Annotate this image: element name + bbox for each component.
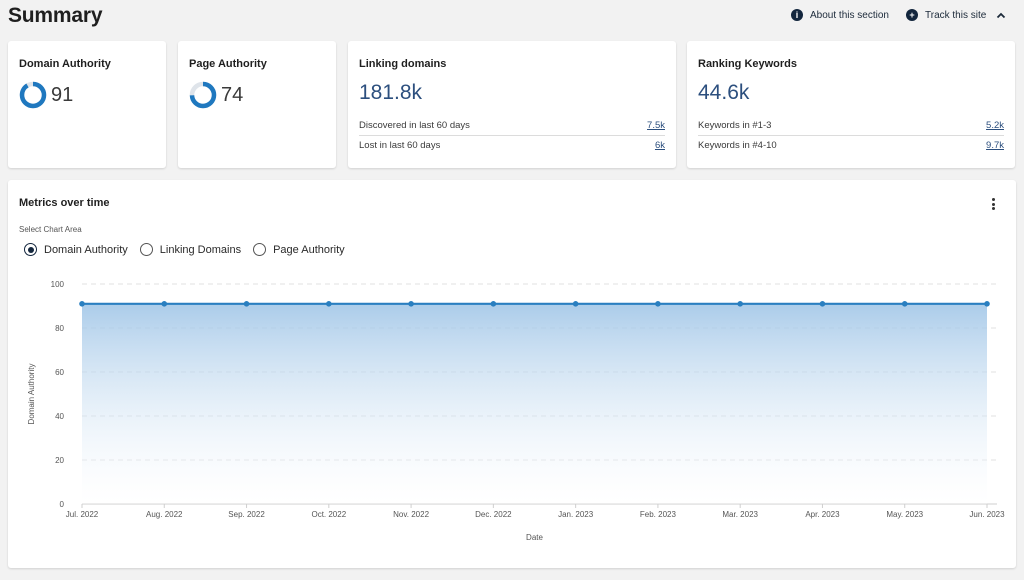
series-area	[82, 303, 987, 504]
data-point[interactable]	[243, 301, 250, 307]
data-point[interactable]	[79, 301, 85, 307]
data-point[interactable]	[984, 301, 990, 307]
x-tick-label: Oct. 2022	[311, 510, 346, 519]
radio-unselected-icon	[139, 243, 153, 256]
domain-authority-value: 91	[51, 83, 74, 106]
radio-selected-icon	[24, 243, 37, 256]
discovered-domains-label: Discovered in last 60 days	[359, 119, 470, 131]
keywords-top3-row: Keywords in #1-3 5.2k	[698, 117, 1004, 133]
keywords-top10-row: Keywords in #4-10 9.7k	[698, 137, 1004, 153]
data-point[interactable]	[161, 301, 168, 307]
radio-page-authority[interactable]: Page Authority	[253, 243, 345, 256]
keywords-top3-label: Keywords in #1-3	[698, 119, 772, 131]
metrics-chart: 0 20 40 60 80 100 Jul. 2022 Aug. 2022 Sep. 2022 O…	[27, 280, 1005, 542]
linking-domains-card: Linking domains 181.8k Discovered in las…	[348, 41, 676, 168]
page-authority-card: Page Authority 74	[178, 41, 336, 168]
y-tick-label: 20	[55, 456, 64, 465]
domain-authority-title: Domain Authority	[19, 58, 111, 70]
data-point[interactable]	[819, 301, 826, 307]
x-tick-label: Sep. 2022	[228, 510, 265, 519]
radio-domain-authority[interactable]: Domain Authority	[24, 243, 128, 256]
kebab-menu-icon	[991, 198, 995, 210]
radio-unselected-icon	[253, 243, 267, 256]
data-point[interactable]	[326, 301, 332, 307]
x-tick-label: Apr. 2023	[805, 510, 840, 519]
ranking-keywords-card: Ranking Keywords 44.6k Keywords in #1-3 …	[687, 41, 1015, 168]
chevron-up-icon	[996, 12, 1006, 18]
x-tick-label: Aug. 2022	[146, 510, 183, 519]
x-tick-label: Nov. 2022	[393, 510, 429, 519]
page-authority-donut	[189, 81, 217, 109]
y-tick-label: 80	[55, 324, 64, 333]
data-point[interactable]	[572, 301, 579, 307]
discovered-domains-link[interactable]: 7.5k	[647, 119, 665, 131]
linking-domains-value: 181.8k	[359, 81, 423, 104]
page-title: Summary	[8, 4, 103, 27]
ranking-keywords-value: 44.6k	[698, 81, 750, 104]
y-tick-label: 100	[51, 280, 65, 289]
y-axis-title: Domain Authority	[27, 364, 36, 425]
chart-menu-button[interactable]	[988, 197, 998, 211]
track-site-link[interactable]: + Track this site	[906, 9, 986, 21]
y-tick-label: 40	[55, 412, 64, 421]
x-axis-title: Date	[526, 533, 543, 542]
divider	[359, 135, 665, 136]
data-point[interactable]	[490, 301, 497, 307]
keywords-top10-link[interactable]: 9.7k	[986, 139, 1004, 151]
x-tick-label: May. 2023	[886, 510, 923, 519]
radio-page-authority-label: Page Authority	[273, 243, 345, 256]
metrics-over-time-card: 0 20 40 60 80 100 Jul. 2022 Aug. 2022 Sep. 2022 O…	[8, 180, 1016, 568]
y-tick-label: 0	[60, 500, 65, 509]
domain-authority-card: Domain Authority 91	[8, 41, 166, 168]
x-tick-label: Jul. 2022	[66, 510, 99, 519]
data-point[interactable]	[901, 301, 908, 307]
x-tick-label: Dec. 2022	[475, 510, 512, 519]
track-site-label: Track this site	[925, 9, 987, 21]
page-authority-score: 74	[189, 81, 243, 109]
y-tick-label: 60	[55, 368, 64, 377]
collapse-section-button[interactable]	[993, 8, 1009, 22]
x-tick-label: Feb. 2023	[640, 510, 677, 519]
select-chart-area-label: Select Chart Area	[19, 225, 82, 234]
radio-linking-domains-label: Linking Domains	[159, 243, 242, 256]
data-point[interactable]	[408, 301, 414, 307]
plus-circle-icon: +	[906, 9, 918, 21]
page-authority-title: Page Authority	[189, 58, 267, 70]
lost-domains-label: Lost in last 60 days	[359, 139, 441, 151]
discovered-domains-row: Discovered in last 60 days 7.5k	[359, 117, 665, 133]
chart-area-radio-group: Domain Authority Linking Domains Page Au…	[24, 243, 357, 256]
data-point[interactable]	[655, 301, 661, 307]
ranking-keywords-title: Ranking Keywords	[698, 58, 798, 70]
divider	[698, 135, 1004, 136]
lost-domains-row: Lost in last 60 days 6k	[359, 137, 665, 153]
domain-authority-donut	[19, 81, 47, 109]
about-section-link[interactable]: i About this section	[791, 9, 889, 21]
x-tick-label: Jun. 2023	[969, 510, 1005, 519]
linking-domains-title: Linking domains	[359, 58, 447, 70]
keywords-top10-label: Keywords in #4-10	[698, 139, 777, 151]
data-point[interactable]	[737, 301, 743, 307]
summary-header: Summary i About this section + Track thi…	[0, 0, 1024, 34]
page-authority-value: 74	[221, 83, 244, 106]
radio-domain-authority-label: Domain Authority	[44, 243, 128, 256]
radio-linking-domains[interactable]: Linking Domains	[139, 243, 242, 256]
lost-domains-link[interactable]: 6k	[654, 139, 665, 151]
about-section-label: About this section	[810, 9, 889, 21]
metrics-title: Metrics over time	[19, 197, 110, 209]
info-icon: i	[791, 9, 803, 21]
domain-authority-score: 91	[19, 81, 73, 109]
x-tick-label: Jan. 2023	[558, 510, 594, 519]
keywords-top3-link[interactable]: 5.2k	[986, 119, 1004, 131]
x-tick-label: Mar. 2023	[722, 510, 758, 519]
